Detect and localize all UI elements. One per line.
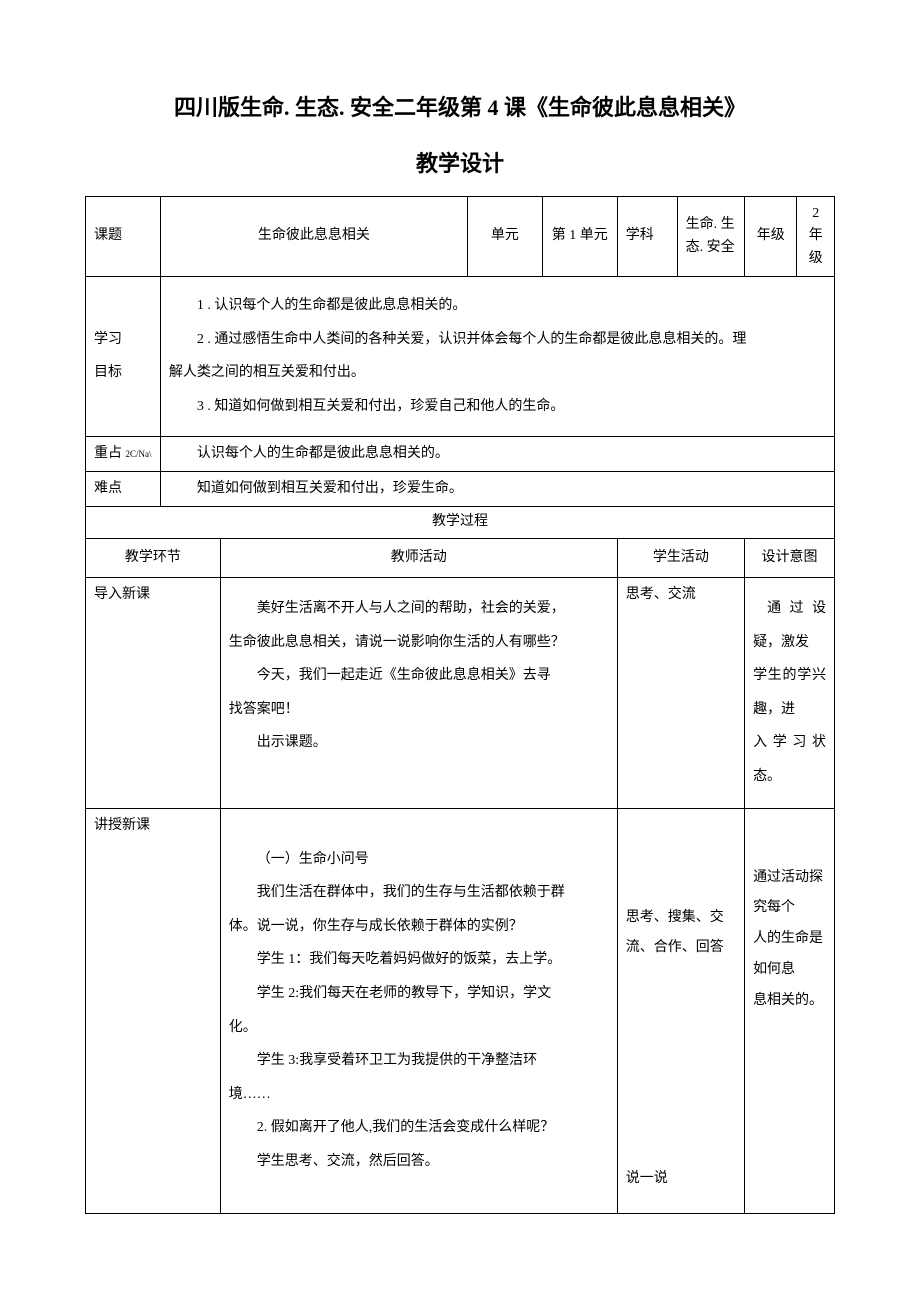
lesson-intent-p3: 息相关的。 (753, 986, 826, 1017)
table-row-column-headers: 教学环节 教师活动 学生活动 设计意图 (86, 538, 835, 577)
keypoint-label-sub: 2C/Na\ (126, 449, 152, 459)
objectives-item1: 1 . 认识每个人的生命都是彼此息息相关的。 (169, 289, 826, 323)
intro-intent-p1: 通过设疑，激发 (753, 592, 826, 659)
lesson-student-p3: 说一说 (626, 1164, 736, 1195)
intro-teacher-p1: 美好生活离不开人与人之间的帮助，社会的关爱， (229, 592, 609, 626)
table-row-process-title: 教学过程 (86, 507, 835, 538)
table-row-intro: 导入新课 美好生活离不开人与人之间的帮助，社会的关爱， 生命彼此息息相关，请说一… (86, 578, 835, 809)
keypoint-label-text: 重占 (94, 446, 122, 461)
lesson-teacher-p1: （一）生命小问号 (229, 843, 609, 877)
intro-teacher: 美好生活离不开人与人之间的帮助，社会的关爱， 生命彼此息息相关，请说一说影响你生… (220, 578, 617, 809)
col-teacher: 教师活动 (220, 538, 617, 577)
col-student: 学生活动 (617, 538, 744, 577)
unit-label: 单元 (467, 197, 542, 277)
table-row-objectives: 学习 目标 1 . 认识每个人的生命都是彼此息息相关的。 2 . 通过感悟生命中… (86, 277, 835, 436)
subject-value-line1: 生命. 生 (686, 217, 735, 232)
lesson-teacher-p2: 我们生活在群体中，我们的生存与生活都依赖于群 (229, 876, 609, 910)
lesson-teacher-p8: 境…… (229, 1078, 609, 1112)
intro-intent-p3: 入学习状态。 (753, 726, 826, 793)
page-title-line2: 教学设计 (85, 146, 835, 178)
objectives-item2-cont: 解人类之间的相互关爱和付出。 (169, 356, 826, 390)
objectives-item3: 3 . 知道如何做到相互关爱和付出，珍爱自己和他人的生命。 (169, 390, 826, 424)
objectives-label: 学习 目标 (86, 277, 161, 436)
keypoint-value-text: 认识每个人的生命都是彼此息息相关的。 (169, 443, 449, 465)
lesson-teacher-p5: 学生 2:我们每天在老师的教导下，学知识，学文 (229, 977, 609, 1011)
subject-value-line2: 态. 安全 (686, 240, 735, 255)
keypoint-label: 重占 2C/Na\ (86, 436, 161, 471)
lesson-teacher-p4: 学生 1：我们每天吃着妈妈做好的饭菜，去上学。 (229, 943, 609, 977)
lesson-teacher-p9: 2. 假如离开了他人,我们的生活会变成什么样呢？ (229, 1111, 609, 1145)
col-intent: 设计意图 (745, 538, 835, 577)
lesson-intent-p1: 通过活动探究每个 (753, 863, 826, 925)
table-row-lesson: 讲授新课 （一）生命小问号 我们生活在群体中，我们的生存与生活都依赖于群 体。说… (86, 808, 835, 1213)
intro-intent: 通过设疑，激发 学生的学兴趣，进 入学习状态。 (745, 578, 835, 809)
lesson-teacher-p3: 体。说一说，你生存与成长依赖于群体的实例？ (229, 910, 609, 944)
lesson-teacher-p7: 学生 3:我享受着环卫工为我提供的干净整洁环 (229, 1044, 609, 1078)
lesson-teacher-p10: 学生思考、交流，然后回答。 (229, 1145, 609, 1179)
difficulty-value: 知道如何做到相互关爱和付出，珍爱生命。 (160, 471, 834, 506)
lesson-intent-p2: 人的生命是如何息 (753, 924, 826, 986)
topic-value: 生命彼此息息相关 (160, 197, 467, 277)
objectives-label-line2: 目标 (94, 365, 122, 380)
intro-teacher-p4: 找答案吧！ (229, 693, 609, 727)
unit-value: 第 1 单元 (542, 197, 617, 277)
intro-student: 思考、交流 (617, 578, 744, 809)
intro-phase: 导入新课 (86, 578, 221, 809)
lesson-teacher-p6: 化。 (229, 1011, 609, 1045)
keypoint-value: 认识每个人的生命都是彼此息息相关的。 (160, 436, 834, 471)
intro-teacher-p2: 生命彼此息息相关，请说一说影响你生活的人有哪些？ (229, 626, 609, 660)
difficulty-label: 难点 (86, 471, 161, 506)
intro-teacher-p3: 今天，我们一起走近《生命彼此息息相关》去寻 (229, 659, 609, 693)
grade-value: 2 年级 (797, 197, 835, 277)
table-row-header: 课题 生命彼此息息相关 单元 第 1 单元 学科 生命. 生 态. 安全 年级 … (86, 197, 835, 277)
difficulty-value-text: 知道如何做到相互关爱和付出，珍爱生命。 (169, 478, 463, 500)
grade-label: 年级 (745, 197, 797, 277)
lesson-phase: 讲授新课 (86, 808, 221, 1213)
lesson-intent: 通过活动探究每个 人的生命是如何息 息相关的。 (745, 808, 835, 1213)
lesson-student-p2: 流、合作、回答 (626, 933, 736, 964)
objectives-item2: 2 . 通过感悟生命中人类间的各种关爱，认识并体会每个人的生命都是彼此息息相关的… (169, 323, 826, 357)
topic-label: 课题 (86, 197, 161, 277)
lesson-teacher: （一）生命小问号 我们生活在群体中，我们的生存与生活都依赖于群 体。说一说，你生… (220, 808, 617, 1213)
intro-teacher-p5: 出示课题。 (229, 726, 609, 760)
intro-intent-p2: 学生的学兴趣，进 (753, 659, 826, 726)
subject-label: 学科 (617, 197, 677, 277)
page-title-line1: 四川版生命. 生态. 安全二年级第 4 课《生命彼此息息相关》 (85, 90, 835, 122)
lesson-student-p1: 思考、搜集、交 (626, 903, 736, 934)
subject-value: 生命. 生 态. 安全 (677, 197, 744, 277)
lesson-student: 思考、搜集、交 流、合作、回答 说一说 (617, 808, 744, 1213)
objectives-label-line1: 学习 (94, 332, 122, 347)
col-phase: 教学环节 (86, 538, 221, 577)
objectives-content: 1 . 认识每个人的生命都是彼此息息相关的。 2 . 通过感悟生命中人类间的各种… (160, 277, 834, 436)
process-title: 教学过程 (86, 507, 835, 538)
lesson-plan-table: 课题 生命彼此息息相关 单元 第 1 单元 学科 生命. 生 态. 安全 年级 … (85, 196, 835, 1214)
table-row-difficulty: 难点 知道如何做到相互关爱和付出，珍爱生命。 (86, 471, 835, 506)
table-row-keypoint: 重占 2C/Na\ 认识每个人的生命都是彼此息息相关的。 (86, 436, 835, 471)
